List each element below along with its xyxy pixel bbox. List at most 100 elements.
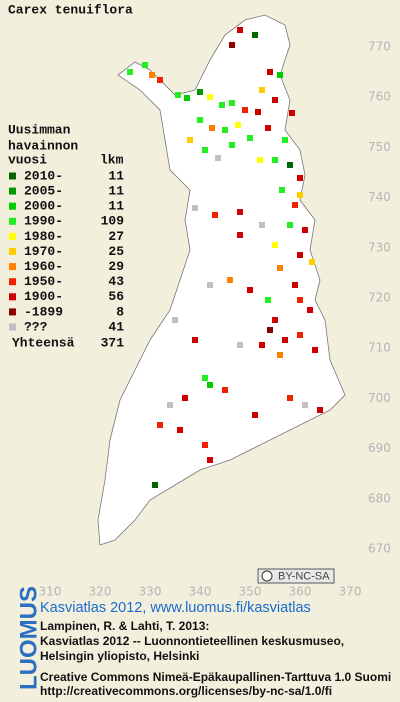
observation-marker — [279, 187, 285, 193]
observation-marker — [229, 100, 235, 106]
observation-marker — [277, 265, 283, 271]
observation-marker — [202, 375, 208, 381]
observation-marker — [297, 332, 303, 338]
observation-marker — [227, 277, 233, 283]
observation-marker — [142, 62, 148, 68]
observation-marker — [177, 427, 183, 433]
observation-marker — [202, 147, 208, 153]
observation-marker — [149, 72, 155, 78]
observation-marker — [287, 162, 293, 168]
legend-count: 27 — [108, 229, 124, 244]
observation-marker — [197, 117, 203, 123]
observation-marker — [167, 402, 173, 408]
observation-marker — [265, 125, 271, 131]
observation-marker — [222, 387, 228, 393]
legend-count: 29 — [108, 259, 124, 274]
observation-marker — [197, 89, 203, 95]
easting-label: 330 — [139, 585, 162, 599]
observation-markers — [127, 27, 323, 488]
observation-marker — [255, 109, 261, 115]
observation-marker — [297, 297, 303, 303]
observation-marker — [252, 32, 258, 38]
legend-label: 2005- — [24, 184, 63, 199]
grid-labels: 770 760 750 740 730 720 710 700 690 680 670 310 320 3… — [39, 40, 391, 599]
observation-marker — [237, 342, 243, 348]
observation-marker — [267, 69, 273, 75]
legend-count-heading: lkm — [100, 152, 124, 167]
legend-count: 56 — [108, 289, 124, 304]
observation-marker — [182, 395, 188, 401]
legend-count: 25 — [108, 244, 124, 259]
observation-marker — [252, 412, 258, 418]
legend-heading: havainnon — [8, 138, 78, 153]
legend-count: 41 — [108, 319, 124, 334]
observation-marker — [302, 402, 308, 408]
legend-swatch — [9, 217, 16, 225]
legend-label: 1960- — [24, 259, 63, 274]
finland-outline — [97, 14, 346, 546]
legend-label: 1980- — [24, 229, 63, 244]
license-badge — [257, 568, 335, 584]
license-url: http://creativecommons.org/licenses/by-n… — [40, 684, 332, 698]
northing-label: 700 — [368, 391, 391, 405]
credits-link[interactable]: Kasviatlas 2012, www.luomus.fi/kasviatla… — [40, 600, 311, 616]
legend-total-count: 371 — [101, 335, 125, 350]
citation: Kasviatlas 2012 -- Luonnontieteellinen k… — [40, 634, 344, 648]
observation-marker — [292, 282, 298, 288]
observation-marker — [187, 137, 193, 143]
northing-label: 720 — [368, 291, 391, 305]
northing-label: 690 — [368, 441, 391, 455]
legend-heading: Uusimman — [8, 122, 71, 137]
legend-total-label: Yhteensä — [12, 335, 75, 350]
observation-marker — [282, 337, 288, 343]
legend-swatch — [9, 263, 16, 271]
legend-label: 2010- — [24, 168, 63, 183]
map-title: Carex tenuiflora — [8, 2, 133, 17]
observation-marker — [247, 287, 253, 293]
observation-marker — [317, 407, 323, 413]
legend-count: 11 — [108, 199, 124, 214]
legend-count: 43 — [108, 274, 124, 289]
observation-marker — [282, 137, 288, 143]
observation-marker — [272, 317, 278, 323]
observation-marker — [297, 252, 303, 258]
legend-label: ??? — [24, 319, 48, 334]
northing-label: 740 — [368, 190, 391, 204]
northing-label: 750 — [368, 140, 391, 154]
observation-marker — [192, 205, 198, 211]
legend-heading: vuosi — [8, 152, 47, 167]
observation-marker — [207, 382, 213, 388]
easting-label: 310 — [39, 585, 62, 599]
observation-marker — [292, 202, 298, 208]
observation-marker — [287, 395, 293, 401]
observation-marker — [242, 107, 248, 113]
observation-marker — [237, 209, 243, 215]
observation-marker — [309, 259, 315, 265]
legend-swatch — [9, 248, 16, 255]
observation-marker — [237, 27, 243, 33]
observation-marker — [209, 125, 215, 131]
observation-marker — [307, 307, 313, 313]
observation-marker — [289, 110, 295, 116]
legend-label: -1899 — [24, 304, 63, 319]
observation-marker — [229, 142, 235, 148]
observation-marker — [207, 94, 213, 100]
observation-marker — [175, 92, 181, 98]
observation-marker — [257, 157, 263, 163]
observation-marker — [272, 157, 278, 163]
observation-marker — [259, 342, 265, 348]
observation-marker — [272, 242, 278, 248]
legend-count: 11 — [108, 168, 124, 183]
observation-marker — [212, 212, 218, 218]
easting-label: 370 — [339, 585, 362, 599]
legend-label: 2000- — [24, 199, 63, 214]
observation-marker — [247, 135, 253, 141]
legend-count: 109 — [101, 214, 125, 229]
citation: Lampinen, R. & Lahti, T. 2013: — [40, 619, 209, 633]
northing-label: 680 — [368, 491, 391, 505]
observation-marker — [265, 297, 271, 303]
observation-marker — [297, 175, 303, 181]
legend-swatch — [9, 172, 16, 180]
northing-label: 770 — [368, 40, 391, 54]
